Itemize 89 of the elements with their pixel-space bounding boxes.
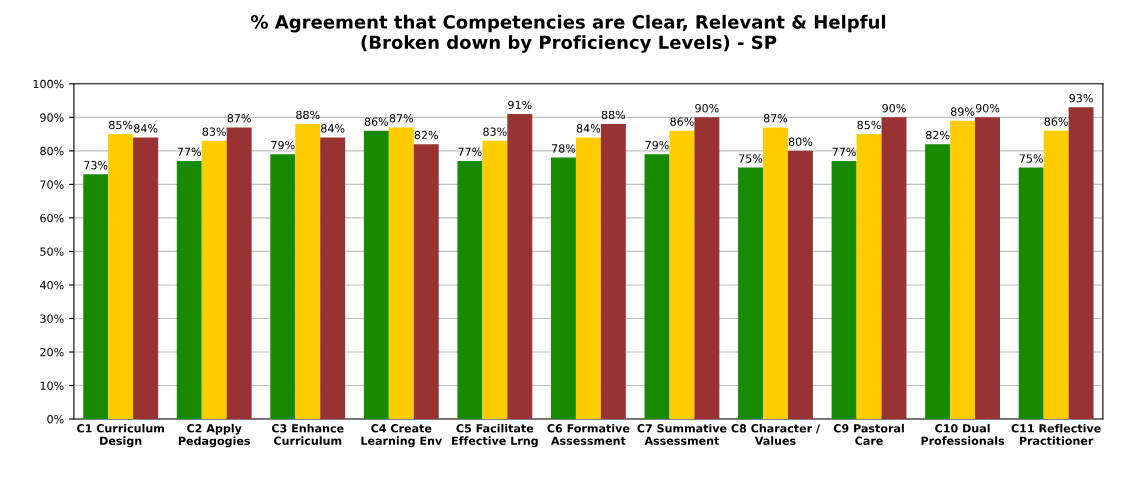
- bar: [507, 113, 533, 420]
- y-tick-label: 80%: [40, 146, 64, 156]
- data-label: 90%: [975, 104, 1000, 113]
- bar: [176, 160, 202, 420]
- data-label: 87%: [389, 114, 414, 123]
- y-tick-label: 0%: [47, 415, 64, 424]
- data-label: 82%: [414, 130, 438, 140]
- data-label: 87%: [227, 114, 251, 123]
- data-label: 78%: [552, 144, 576, 153]
- y-tick-label: 90%: [40, 113, 64, 122]
- data-label: 87%: [763, 114, 788, 123]
- data-label: 84%: [576, 124, 601, 133]
- bar: [831, 160, 857, 420]
- data-label: 86%: [364, 117, 389, 126]
- x-tick-label: C7 Summative Assessment: [637, 423, 727, 445]
- x-tick-label: C5 Facilitate Effective Lrng: [452, 423, 538, 448]
- bar: [669, 130, 695, 420]
- y-tick-label: 20%: [40, 347, 64, 357]
- data-label: 79%: [645, 140, 669, 150]
- data-label: 84%: [134, 124, 158, 133]
- bar: [600, 124, 626, 420]
- bar: [1043, 130, 1069, 420]
- data-label: 89%: [950, 107, 975, 116]
- data-label: 77%: [832, 147, 856, 156]
- data-label: 83%: [483, 127, 507, 136]
- data-label: 91%: [508, 100, 532, 110]
- x-tick-label: C11 Reflective Practitioner: [1011, 423, 1101, 445]
- bar: [925, 144, 951, 420]
- bar: [457, 160, 483, 420]
- y-tick-label: 70%: [40, 180, 64, 189]
- x-tick-label: C6 Formative Assessment: [547, 423, 630, 445]
- data-label: 83%: [202, 127, 226, 136]
- bar: [738, 167, 764, 420]
- bar: [763, 127, 788, 420]
- y-tick-label: 60%: [40, 213, 64, 223]
- bar: [787, 150, 813, 420]
- y-tick-label: 10%: [40, 381, 64, 390]
- x-tick-label: C9 Pastoral Care: [833, 423, 904, 445]
- bar: [550, 157, 576, 420]
- data-label: 88%: [296, 110, 320, 120]
- data-label: 93%: [1069, 93, 1093, 103]
- data-label: 86%: [670, 117, 694, 126]
- x-tick-label: C4 Create Learning Env: [361, 424, 443, 448]
- data-label: 85%: [109, 120, 133, 130]
- bar: [950, 120, 976, 420]
- x-tick-label: C8 Character / Values: [731, 423, 821, 445]
- chart-title: % Agreement that Competencies are Clear, Relevant & Helpful (Broken down by Proficiency Levels) - SP: [250, 14, 886, 53]
- y-tick-label: 50%: [40, 247, 64, 256]
- bar: [363, 130, 389, 420]
- bar: [133, 137, 159, 420]
- bar: [108, 134, 134, 420]
- data-label: 77%: [177, 147, 202, 156]
- bar: [694, 117, 720, 420]
- bar: [295, 124, 321, 420]
- y-tick-label: 30%: [40, 314, 64, 323]
- data-label: 75%: [1019, 154, 1043, 163]
- bar: [413, 144, 439, 420]
- bar: [482, 140, 508, 420]
- bar: [575, 137, 601, 420]
- data-label: 82%: [926, 130, 950, 140]
- bar: [975, 117, 1000, 420]
- data-label: 85%: [857, 120, 881, 130]
- data-label: 80%: [788, 137, 813, 146]
- x-tick-label: C3 Enhance Curriculum: [271, 423, 344, 445]
- bar: [270, 154, 296, 420]
- y-tick-label: 40%: [40, 280, 64, 290]
- bar: [644, 154, 670, 420]
- bar: [856, 134, 882, 420]
- data-label: 84%: [321, 124, 345, 133]
- data-label: 77%: [458, 147, 482, 156]
- bar: [388, 127, 414, 420]
- data-label: 86%: [1044, 117, 1068, 126]
- bar: [1068, 107, 1094, 420]
- data-label: 90%: [882, 104, 906, 113]
- bar: [881, 117, 907, 420]
- data-label: 88%: [601, 110, 626, 120]
- data-label: 90%: [695, 104, 719, 113]
- bar: [1018, 167, 1044, 420]
- data-label: 79%: [271, 140, 295, 150]
- bar: [226, 127, 252, 420]
- bar: [83, 174, 109, 420]
- x-tick-label: C10 Dual Professionals: [921, 423, 1005, 445]
- x-tick-label: C1 Curriculum Design: [77, 423, 164, 448]
- x-tick-label: C2 Apply Pedagogies: [178, 423, 251, 448]
- y-tick-label: 100%: [33, 79, 64, 89]
- bar: [320, 137, 346, 420]
- data-label: 75%: [739, 154, 763, 163]
- bar: [201, 140, 227, 420]
- data-label: 73%: [84, 160, 108, 170]
